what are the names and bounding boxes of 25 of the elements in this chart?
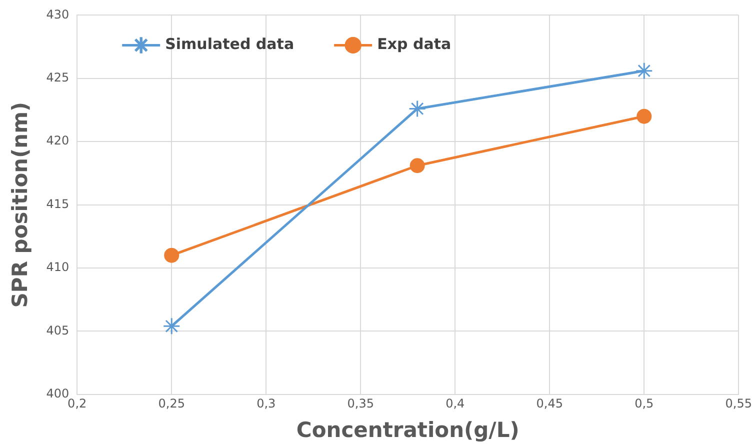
x-tick-label: 0,25 [158, 396, 185, 411]
x-tick-label: 0,3 [256, 396, 276, 411]
y-tick-label: 410 [46, 260, 70, 274]
x-axis-title: Concentration(g/L) [296, 418, 520, 442]
x-tick-label: 0,55 [725, 396, 752, 411]
y-tick-label: 415 [46, 196, 70, 211]
legend-label: Simulated data [165, 35, 294, 54]
legend-label: Exp data [377, 35, 452, 54]
x-tick-label: 0,45 [536, 396, 563, 411]
point [162, 317, 180, 335]
y-tick-label: 430 [46, 7, 70, 22]
y-tick-label: 400 [46, 386, 70, 401]
x-tick-label: 0,5 [634, 396, 654, 411]
y-tick-label: 405 [46, 323, 70, 338]
x-tick-label: 0,35 [347, 396, 374, 411]
point [635, 62, 653, 80]
point [410, 158, 425, 174]
x-tick-label: 0,2 [68, 396, 87, 411]
point [408, 100, 426, 118]
x-tick-label: 0,4 [446, 396, 465, 411]
point [636, 108, 652, 124]
y-tick-label: 420 [46, 134, 70, 148]
y-tick-label: 425 [46, 70, 70, 85]
point [164, 248, 180, 263]
y-axis-title: SPR position(nm) [8, 102, 32, 308]
